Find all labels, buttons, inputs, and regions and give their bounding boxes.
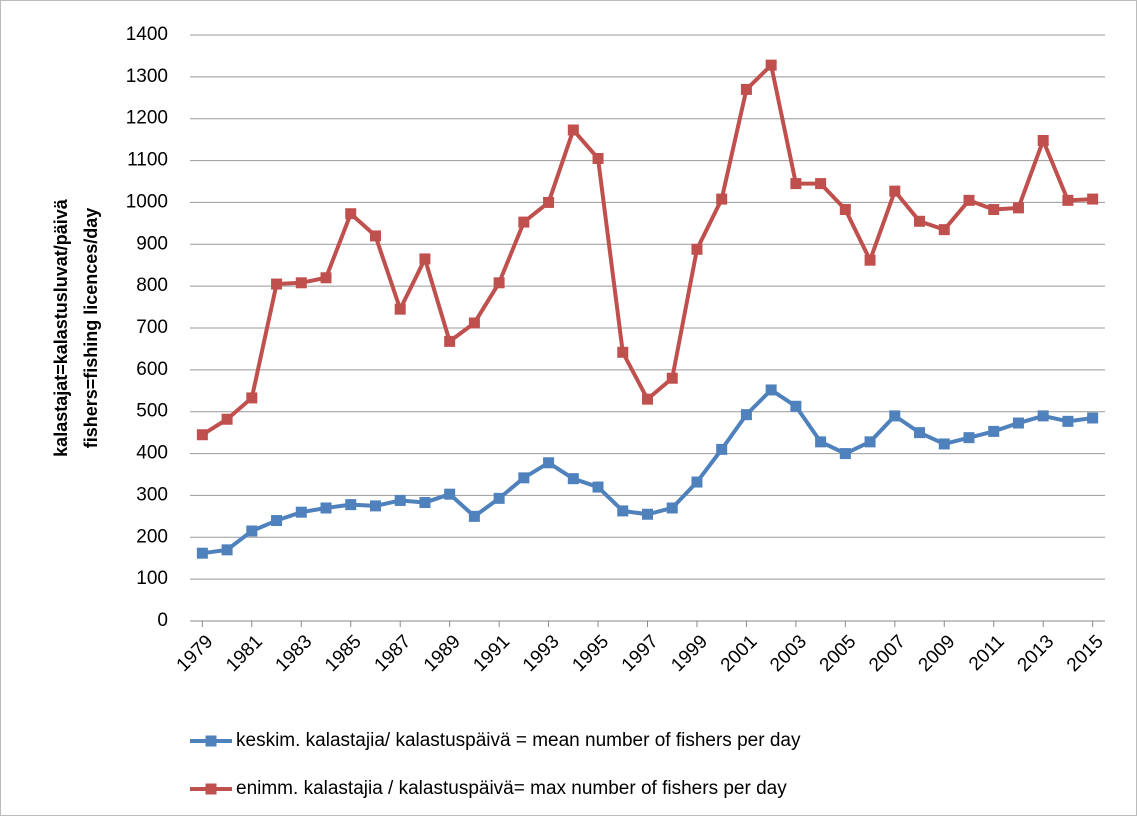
point-marker (246, 525, 258, 537)
y-tick-label: 1100 (127, 150, 168, 171)
y-tick-label: 1200 (126, 108, 168, 129)
point-marker (1012, 202, 1024, 214)
point-marker (1037, 410, 1049, 422)
point-marker (196, 547, 208, 559)
point-marker (295, 506, 307, 518)
point-marker (468, 317, 480, 329)
y-tick-label: 200 (136, 526, 168, 547)
point-marker (592, 152, 604, 164)
point-marker (1087, 193, 1099, 205)
point-marker (790, 178, 802, 190)
point-marker (543, 457, 555, 469)
point-marker (963, 194, 975, 206)
point-marker (345, 499, 357, 511)
point-marker (691, 476, 703, 488)
point-marker (567, 124, 579, 136)
point-marker (271, 515, 283, 527)
point-marker (1062, 194, 1074, 206)
point-marker (221, 413, 233, 425)
point-marker (444, 335, 456, 347)
y-tick-label: 1400 (126, 24, 168, 45)
point-marker (740, 83, 752, 95)
point-marker (691, 243, 703, 255)
y-tick-label: 700 (136, 317, 168, 338)
y-axis-label: kalastajat=kalastusluvat/päivä (51, 198, 71, 457)
y-tick-label: 500 (136, 401, 168, 422)
point-marker (839, 448, 851, 460)
point-marker (914, 215, 926, 227)
point-marker (963, 432, 975, 444)
point-marker (1012, 417, 1024, 429)
point-marker (295, 277, 307, 289)
legend-marker (205, 783, 217, 795)
point-marker (765, 384, 777, 396)
point-marker (666, 372, 678, 384)
point-marker (394, 494, 406, 506)
point-marker (1062, 415, 1074, 427)
point-marker (345, 208, 357, 220)
point-marker (369, 500, 381, 512)
point-marker (988, 425, 1000, 437)
point-marker (815, 178, 827, 190)
point-marker (642, 393, 653, 405)
point-marker (617, 346, 629, 358)
point-marker (196, 429, 208, 441)
point-marker (839, 204, 851, 216)
point-marker (518, 472, 530, 484)
point-marker (914, 427, 926, 439)
point-marker (864, 254, 876, 266)
point-marker (444, 488, 456, 500)
point-marker (518, 216, 530, 228)
point-marker (419, 253, 431, 265)
y-tick-label: 1000 (126, 191, 168, 212)
legend-label: keskim. kalastajia/ kalastuspäivä = mean… (236, 730, 801, 751)
y-tick-label: 400 (136, 443, 168, 464)
y-tick-label: 1300 (126, 66, 168, 87)
point-marker (320, 272, 332, 284)
point-marker (740, 409, 752, 421)
point-marker (938, 438, 950, 450)
y-tick-label: 300 (136, 484, 168, 505)
y-tick-label: 600 (136, 359, 168, 380)
point-marker (419, 497, 431, 509)
point-marker (889, 410, 901, 422)
y-tick-label: 800 (136, 275, 168, 296)
point-marker (320, 502, 332, 514)
point-marker (246, 392, 258, 404)
legend-marker (205, 735, 217, 747)
point-marker (221, 544, 233, 556)
point-marker (567, 473, 579, 485)
point-marker (716, 193, 728, 205)
point-marker (1037, 134, 1049, 146)
point-marker (790, 400, 802, 412)
point-marker (716, 443, 728, 455)
point-marker (592, 481, 604, 493)
point-marker (765, 59, 777, 71)
point-marker (394, 303, 406, 315)
point-marker (666, 502, 678, 514)
point-marker (864, 436, 876, 448)
y-tick-label: 900 (136, 233, 168, 254)
point-marker (543, 196, 555, 208)
point-marker (369, 230, 381, 242)
y-axis-label: fishers=fishing licences/day (81, 208, 101, 449)
point-marker (988, 204, 1000, 216)
point-marker (642, 508, 653, 520)
y-tick-label: 0 (157, 610, 168, 631)
point-marker (493, 492, 505, 504)
point-marker (617, 505, 629, 517)
point-marker (271, 278, 283, 290)
point-marker (938, 224, 950, 236)
y-tick-label: 100 (136, 568, 168, 589)
point-marker (468, 510, 480, 522)
point-marker (889, 185, 901, 197)
point-marker (1087, 412, 1099, 424)
legend-label: enimm. kalastajia / kalastuspäivä= max n… (236, 778, 787, 799)
point-marker (815, 436, 827, 448)
point-marker (493, 277, 505, 289)
